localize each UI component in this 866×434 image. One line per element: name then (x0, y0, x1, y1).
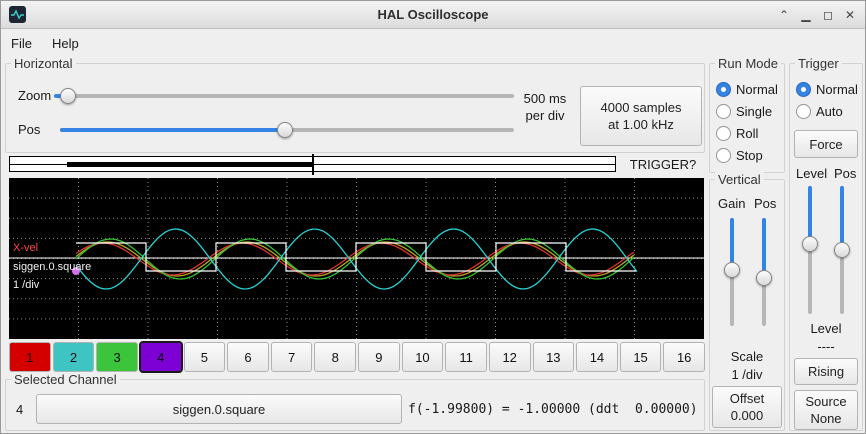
window-title: HAL Oscilloscope (377, 7, 489, 22)
selected-channel-number: 4 (16, 402, 24, 417)
vertical-title: Vertical (715, 172, 764, 187)
radio-auto-icon (796, 103, 811, 119)
channel-button-1[interactable]: 1 (9, 342, 51, 372)
channel-button-8[interactable]: 8 (314, 342, 356, 372)
channel-button-7[interactable]: 7 (270, 342, 313, 372)
trigger-radios: Normal Auto (790, 78, 862, 122)
wave-red (75, 242, 635, 276)
radio-normal[interactable]: Normal (710, 78, 784, 100)
radio-normal[interactable]: Normal (790, 78, 862, 100)
zoom-slider[interactable] (54, 88, 514, 104)
menu-file[interactable]: File (11, 35, 32, 51)
radio-stop-icon (716, 147, 731, 163)
trigger-level-column-label: Level (796, 166, 828, 181)
close-button[interactable]: ✕ (844, 8, 856, 22)
trigger-level-slider-thumb[interactable] (802, 236, 818, 252)
vertical-pos-column-label: Pos (754, 196, 777, 211)
zoom-slider-thumb[interactable] (60, 88, 76, 104)
radio-single-icon (716, 103, 731, 119)
scope-display[interactable]: X-vel siggen.0.square 1 /div (9, 178, 704, 339)
trigger-level-readout: Level ---- (810, 321, 842, 354)
minimize-button[interactable]: ▁ (801, 8, 811, 22)
trigger-source-button[interactable]: Source None (794, 390, 858, 430)
pos-slider-thumb[interactable] (277, 122, 293, 138)
trigger-pos-slider-thumb[interactable] (834, 242, 850, 258)
trigger-panel: Trigger Normal Auto Force Level Pos Level… (789, 56, 863, 431)
gain-column-label: Gain (718, 196, 746, 211)
vertical-pos-slider[interactable] (756, 218, 772, 326)
scale-readout: Scale 1 /div (730, 349, 764, 382)
trigger-level-slider[interactable] (802, 186, 818, 314)
run-mode-radios: Normal Single Roll Stop (710, 78, 784, 166)
pos-label: Pos (18, 122, 41, 137)
channel-button-3[interactable]: 3 (96, 342, 138, 372)
selected-channel-panel: Selected Channel 4 siggen.0.square f(-1.… (5, 372, 705, 431)
radio-auto[interactable]: Auto (790, 100, 862, 122)
channel-button-14[interactable]: 14 (576, 342, 618, 372)
channel-button-6[interactable]: 6 (227, 342, 269, 372)
samples-button[interactable]: 4000 samples at 1.00 kHz (580, 86, 702, 146)
vertical-panel: Vertical Gain Pos Scale 1 /div Offset 0.… (709, 172, 785, 431)
channel-name-button[interactable]: siggen.0.square (36, 394, 402, 424)
channel4-trace-label: siggen.0.square (13, 261, 92, 273)
app-icon (9, 6, 26, 23)
pos-slider[interactable] (60, 122, 514, 138)
radio-normal-icon (796, 81, 811, 97)
zoom-slider-track (54, 94, 514, 98)
channel-button-12[interactable]: 12 (488, 342, 531, 372)
channel-button-row: 1 2 3 4 5 6 7 8 9 10 11 12 13 14 15 16 (9, 341, 705, 373)
channel-button-13[interactable]: 13 (532, 342, 575, 372)
offset-button[interactable]: Offset 0.000 (712, 386, 782, 428)
menubar: File Help (1, 30, 865, 56)
horizontal-panel: Horizontal Zoom 500 ms per div 4000 samp… (5, 56, 705, 153)
run-mode-title: Run Mode (715, 56, 781, 71)
time-per-div: 500 ms per div (523, 91, 567, 123)
channel-button-4[interactable]: 4 (138, 341, 183, 373)
gain-slider[interactable] (724, 218, 740, 326)
trigger-pos-slider[interactable] (834, 186, 850, 314)
trigger-position-marker[interactable] (312, 154, 314, 175)
channel-button-16[interactable]: 16 (663, 342, 705, 372)
titlebar: HAL Oscilloscope ⌃ ▁ ◻ ✕ (1, 1, 865, 29)
trigger-edge-button[interactable]: Rising (794, 358, 858, 385)
channel1-trace-label: X-vel (13, 242, 39, 254)
radio-normal-icon (716, 81, 731, 97)
radio-roll-icon (716, 125, 731, 141)
scale-per-div-label: 1 /div (13, 279, 40, 291)
radio-roll[interactable]: Roll (710, 122, 784, 144)
channel-button-10[interactable]: 10 (401, 342, 444, 372)
channel-button-15[interactable]: 15 (619, 342, 662, 372)
channel-button-5[interactable]: 5 (183, 342, 226, 372)
selected-channel-title: Selected Channel (11, 372, 120, 387)
zoom-label: Zoom (18, 88, 52, 103)
channel-button-9[interactable]: 9 (358, 342, 400, 372)
channel-value-readout: f(-1.99800) = -1.00000 (ddt 0.00000) (408, 402, 698, 417)
maximize-button[interactable]: ◻ (823, 8, 833, 22)
radio-single[interactable]: Single (710, 100, 784, 122)
gain-slider-thumb[interactable] (724, 262, 740, 278)
radio-stop[interactable]: Stop (710, 144, 784, 166)
captured-samples-bar (67, 162, 312, 167)
selected-channel-marker (72, 267, 80, 275)
trigger-status-label: TRIGGER? (629, 157, 697, 172)
menu-help[interactable]: Help (51, 35, 79, 51)
horizontal-panel-title: Horizontal (11, 56, 76, 71)
channel-button-11[interactable]: 11 (445, 342, 487, 372)
sample-position-bar[interactable] (9, 154, 616, 175)
channel4-square-trace (76, 242, 636, 272)
vertical-pos-slider-thumb[interactable] (756, 270, 772, 286)
shade-button[interactable]: ⌃ (778, 8, 790, 22)
pos-slider-fill (60, 128, 285, 132)
trigger-title: Trigger (795, 56, 842, 71)
force-button[interactable]: Force (794, 130, 858, 158)
run-mode-panel: Run Mode Normal Single Roll Stop (709, 56, 785, 173)
trigger-pos-column-label: Pos (834, 166, 857, 181)
channel-button-2[interactable]: 2 (52, 342, 95, 372)
